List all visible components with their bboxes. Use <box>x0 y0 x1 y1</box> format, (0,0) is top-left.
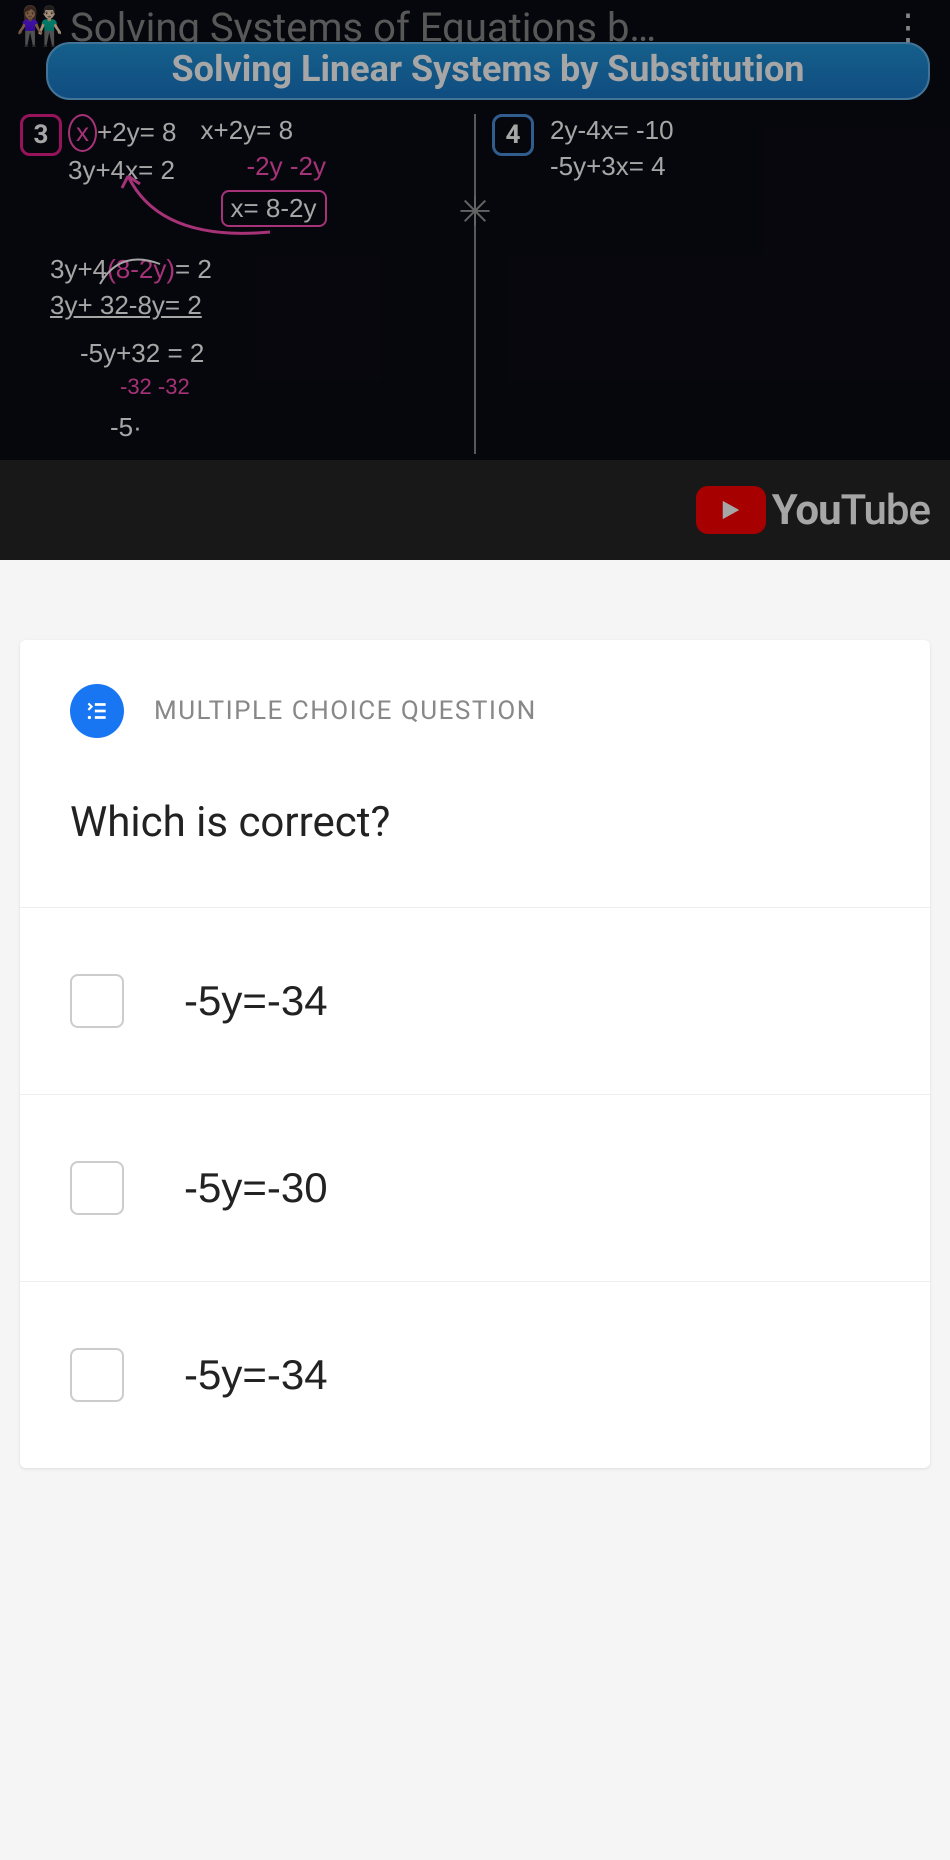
option-checkbox[interactable] <box>70 1161 124 1215</box>
video-player[interactable]: 👩🏽‍🤝‍👨🏻 Solving Systems of Equations b… … <box>0 0 950 560</box>
question-section: MULTIPLE CHOICE QUESTION Which is correc… <box>0 560 950 1468</box>
answer-option-1[interactable]: -5y=-34 <box>20 907 930 1094</box>
answer-option-2[interactable]: -5y=-30 <box>20 1094 930 1281</box>
question-prompt: Which is correct? <box>20 758 930 907</box>
question-header: MULTIPLE CHOICE QUESTION <box>20 640 930 758</box>
multiple-choice-icon <box>70 684 124 738</box>
question-card: MULTIPLE CHOICE QUESTION Which is correc… <box>20 640 930 1468</box>
question-type-label: MULTIPLE CHOICE QUESTION <box>154 696 537 726</box>
option-text: -5y=-34 <box>184 1351 328 1399</box>
option-text: -5y=-30 <box>184 1164 328 1212</box>
answer-option-3[interactable]: -5y=-34 <box>20 1281 930 1468</box>
option-checkbox[interactable] <box>70 1348 124 1402</box>
option-text: -5y=-34 <box>184 977 328 1025</box>
option-checkbox[interactable] <box>70 974 124 1028</box>
video-dim-overlay <box>0 0 950 560</box>
